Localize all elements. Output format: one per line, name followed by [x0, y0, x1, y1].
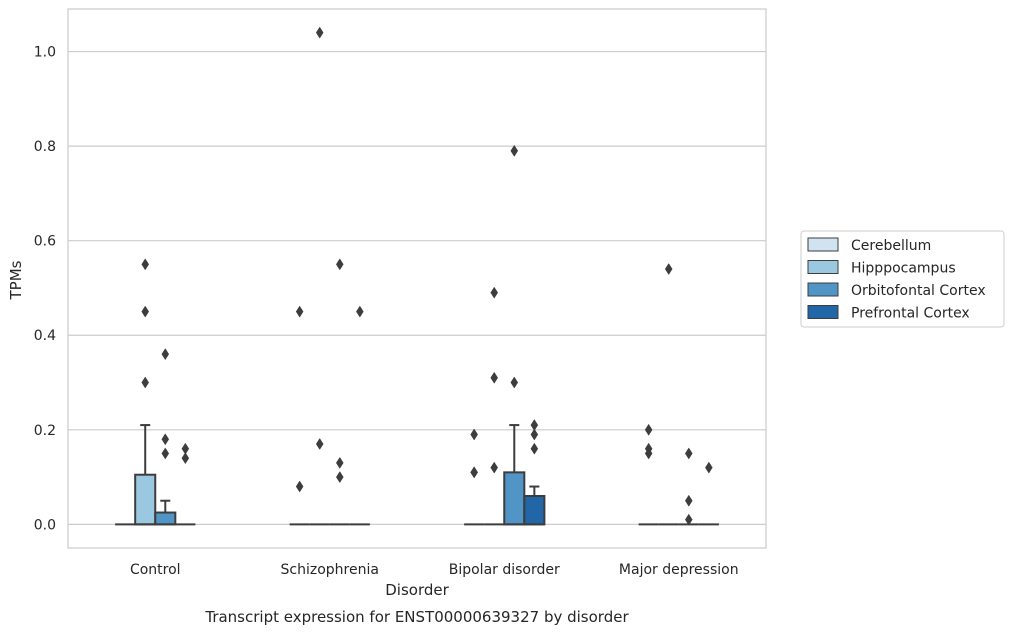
- outlier-point: [141, 376, 150, 389]
- outlier-point: [181, 442, 190, 455]
- x-tick-label: Control: [130, 562, 181, 578]
- outlier-point: [530, 428, 539, 441]
- x-tick-label: Schizophrenia: [281, 562, 379, 578]
- outlier-point: [356, 305, 364, 318]
- outlier-point: [315, 26, 324, 39]
- outlier-point: [705, 461, 713, 474]
- legend-label: Prefrontal Cortex: [851, 306, 970, 322]
- outlier-point: [490, 461, 499, 474]
- outlier-point: [161, 433, 170, 446]
- y-tick-label: 0.6: [34, 234, 56, 250]
- x-tick-label: Bipolar disorder: [449, 562, 560, 578]
- outlier-point: [335, 471, 344, 484]
- outlier-point: [644, 442, 653, 455]
- legend-swatch: [807, 237, 839, 252]
- outlier-point: [295, 305, 304, 318]
- legend-swatch: [807, 260, 839, 274]
- outlier-point: [295, 480, 304, 493]
- legend-label: Orbitofontal Cortex: [851, 283, 986, 299]
- box: [503, 471, 526, 526]
- outlier-point: [470, 428, 478, 441]
- y-axis: 0.0 0.2 0.4 0.6 0.8 1.0: [34, 45, 56, 534]
- outlier-point: [664, 263, 673, 276]
- outlier-point: [530, 442, 539, 455]
- y-tick-label: 1.0: [34, 45, 56, 61]
- outlier-point: [490, 286, 499, 299]
- y-tick-label: 0.4: [34, 328, 56, 344]
- y-tick-label: 0.2: [34, 423, 56, 439]
- outlier-point: [335, 258, 344, 271]
- outlier-point: [684, 513, 693, 526]
- legend-label: Cerebellum: [851, 238, 931, 254]
- outlier-point: [315, 438, 324, 450]
- y-tick-label: 0.0: [34, 517, 56, 533]
- outlier-point: [470, 466, 478, 479]
- y-tick-label: 0.8: [34, 139, 56, 155]
- x-axis-title: Disorder: [385, 581, 449, 599]
- legend-swatch: [807, 282, 839, 297]
- box: [134, 473, 157, 526]
- chart-caption: Transcript expression for ENST0000063932…: [204, 608, 629, 626]
- outlier-point: [510, 144, 519, 157]
- chart-marks: [115, 26, 719, 526]
- y-axis-title: TPMs: [7, 260, 25, 300]
- box: [523, 494, 546, 526]
- gridlines: [68, 50, 766, 525]
- x-axis: Control Schizophrenia Bipolar disorder Majo…: [130, 562, 739, 578]
- legend: Cerebellum Hipppocampus Orbitofontal Corte…: [800, 230, 1005, 328]
- legend-frame: [800, 230, 1005, 328]
- outlier-point: [644, 423, 653, 436]
- legend-label: Hipppocampus: [851, 261, 956, 277]
- outlier-point: [684, 447, 693, 460]
- outlier-point: [141, 258, 150, 271]
- plot-frame: [67, 8, 767, 549]
- outlier-point: [161, 348, 170, 361]
- outlier-point: [530, 419, 539, 432]
- legend-swatch: [807, 305, 839, 319]
- x-tick-label: Major depression: [619, 562, 739, 578]
- outlier-point: [490, 371, 499, 384]
- outlier-point: [335, 456, 344, 469]
- outlier-point: [684, 494, 693, 507]
- outlier-point: [141, 305, 150, 318]
- outlier-point: [181, 452, 190, 465]
- outlier-point: [161, 447, 170, 460]
- box: [154, 511, 177, 526]
- outlier-point: [510, 376, 519, 389]
